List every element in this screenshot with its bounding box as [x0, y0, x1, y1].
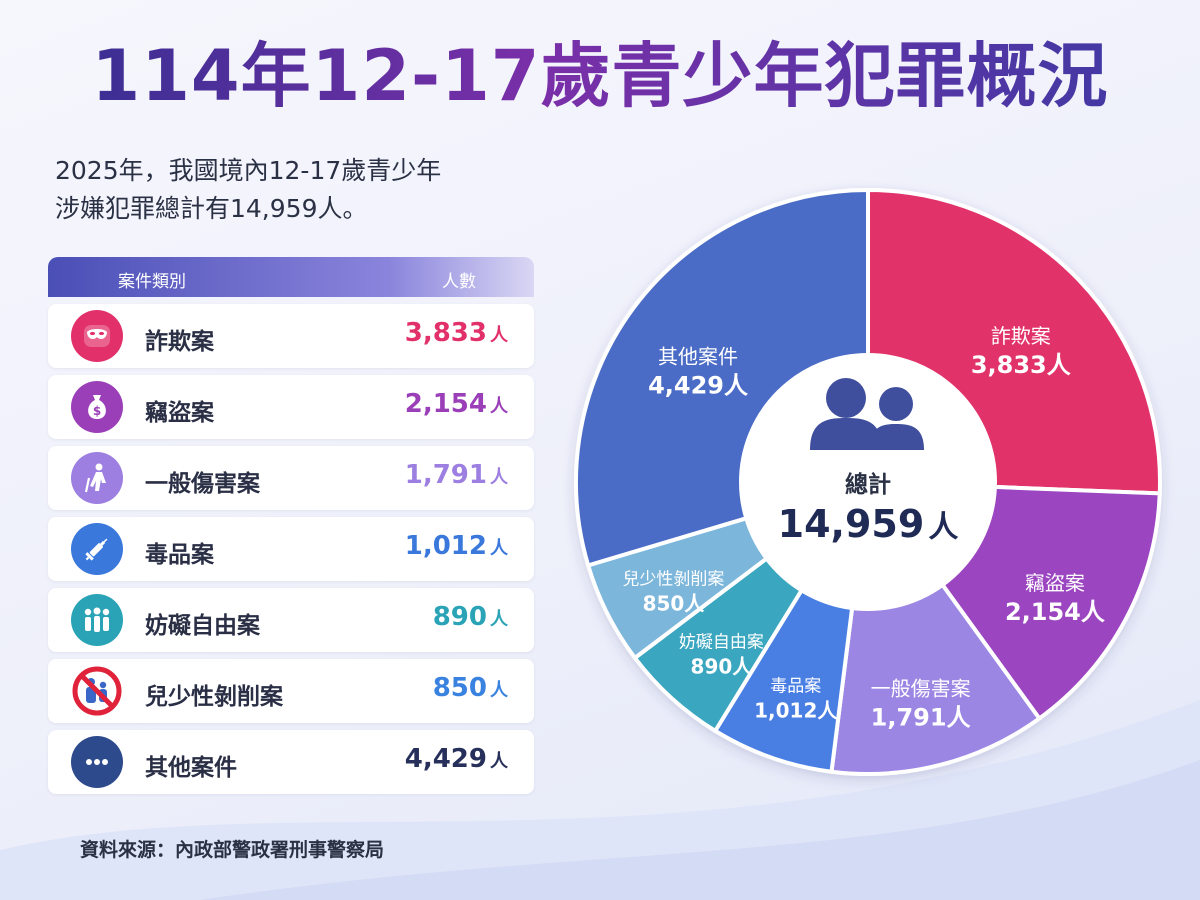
row-count: 4,429 人	[404, 744, 508, 774]
donut-value-1: 2,154人	[1005, 598, 1105, 626]
table-row: 其他案件 4,429 人	[48, 730, 534, 794]
donut-value-0: 3,833人	[971, 351, 1071, 379]
header-count: 人數	[442, 272, 476, 292]
donut-label-3: 毒品案	[770, 677, 821, 697]
row-label: 毒品案	[145, 542, 214, 568]
header-category: 案件類別	[118, 272, 186, 292]
no-child-exploitation-icon	[71, 665, 123, 717]
row-label: 詐欺案	[145, 329, 214, 355]
row-label: 其他案件	[145, 755, 237, 781]
page-title: 114年12-17歲青少年犯罪概況	[0, 26, 1200, 126]
row-label: 竊盜案	[145, 400, 214, 426]
donut-value-4: 890人	[691, 654, 754, 678]
money-bag-icon: $	[71, 381, 123, 433]
row-label: 兒少性剝削案	[145, 684, 283, 710]
donut-value-2: 1,791人	[871, 703, 971, 731]
row-label: 妨礙自由案	[145, 613, 260, 639]
table-row: 妨礙自由案 890 人	[48, 588, 534, 652]
svg-text:$: $	[93, 404, 101, 418]
row-count: 3,833 人	[404, 318, 508, 348]
row-count: 850 人	[432, 673, 508, 703]
mask-icon	[71, 310, 123, 362]
people-icon	[810, 378, 924, 450]
row-count: 890 人	[432, 602, 508, 632]
center-total-label: 總計	[845, 471, 891, 498]
row-count: 1,012 人	[404, 531, 508, 561]
donut-value-3: 1,012人	[754, 699, 838, 723]
injured-person-icon	[71, 452, 123, 504]
table-row: 詐欺案 3,833 人	[48, 304, 534, 368]
table-row: $ 竊盜案 2,154 人	[48, 375, 534, 439]
syringe-icon	[71, 523, 123, 575]
center-hole	[739, 353, 997, 611]
row-count: 1,791 人	[404, 460, 508, 490]
donut-label-0: 詐欺案	[991, 324, 1051, 348]
donut-label-6: 其他案件	[658, 344, 738, 368]
table-row: 毒品案 1,012 人	[48, 517, 534, 581]
group-icon	[71, 594, 123, 646]
row-label: 一般傷害案	[145, 471, 260, 497]
donut-label-1: 竊盜案	[1025, 571, 1085, 595]
table-header: 案件類別 人數	[48, 257, 534, 297]
source-note: 資料來源：內政部警政署刑事警察局	[80, 839, 385, 861]
row-count: 2,154 人	[404, 389, 508, 419]
table-row: 一般傷害案 1,791 人	[48, 446, 534, 510]
donut-value-5: 850人	[643, 591, 706, 615]
case-table: 案件類別 人數 詐欺案 3,833 人 $ 竊盜案 2,154 人 一般傷害案 1,…	[48, 257, 534, 794]
donut-value-6: 4,429人	[648, 371, 748, 399]
table-row: 兒少性剝削案 850 人	[48, 659, 534, 723]
donut-label-5: 兒少性剝削案	[622, 569, 724, 589]
subtitle-line-1: 2025年，我國境內12-17歲青少年	[55, 156, 442, 185]
background-wave	[0, 700, 1200, 900]
donut-label-2: 一般傷害案	[871, 676, 971, 700]
donut-label-4: 妨礙自由案	[679, 632, 764, 652]
more-dots-icon	[71, 736, 123, 788]
center-total-value: 14,959 人	[778, 502, 959, 546]
subtitle: 2025年，我國境內12-17歲青少年 涉嫌犯罪總計有14,959人。	[55, 152, 575, 228]
subtitle-line-2: 涉嫌犯罪總計有14,959人。	[55, 194, 368, 223]
